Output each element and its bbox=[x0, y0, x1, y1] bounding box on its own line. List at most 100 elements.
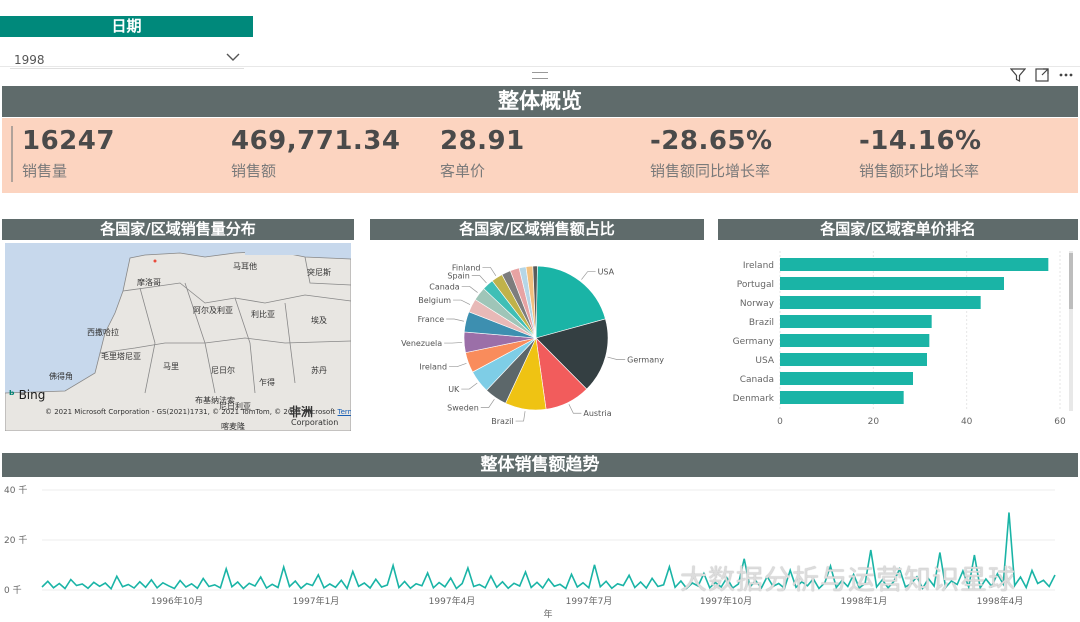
map-region-label: 埃及 bbox=[311, 316, 327, 325]
map-region-label: 喀麦隆 bbox=[221, 422, 245, 431]
pie-label: Canada bbox=[429, 282, 460, 291]
map-region-label: 佛得角 bbox=[49, 372, 73, 381]
pie-label: Germany bbox=[627, 356, 664, 365]
pie-leader-line bbox=[581, 271, 596, 280]
map-region-label: 阿尔及利亚 bbox=[193, 306, 233, 315]
bar-x-tick: 60 bbox=[1054, 417, 1066, 427]
map-attribution: © 2021 Microsoft Corporation - GS(2021)1… bbox=[45, 408, 351, 416]
bar-x-tick: 20 bbox=[868, 417, 880, 427]
bing-logo-text: Bing bbox=[18, 388, 46, 402]
kpi-label: 销售量 bbox=[22, 162, 68, 180]
pie-slice bbox=[535, 318, 609, 390]
trend-panel-title: 整体销售额趋势 bbox=[2, 453, 1078, 477]
date-slicer-title: 日期 bbox=[0, 16, 253, 37]
bar-category-label: Brazil bbox=[749, 318, 774, 328]
bar-category-label: Norway bbox=[740, 299, 775, 309]
bar-category-label: USA bbox=[755, 356, 774, 366]
bar-category-label: Germany bbox=[733, 337, 775, 347]
drag-grip-icon[interactable] bbox=[532, 72, 548, 79]
kpi-label: 销售额 bbox=[231, 162, 277, 180]
more-options-icon[interactable] bbox=[1058, 67, 1076, 83]
map-region-label: 非洲 bbox=[289, 405, 314, 419]
kpi-yoy-growth: -28.65% 销售额同比增长率 bbox=[650, 126, 773, 181]
pie-leader-line bbox=[471, 275, 487, 284]
map-region-label: 布基纳法索 bbox=[195, 396, 235, 405]
pie-label: USA bbox=[598, 268, 615, 277]
pie-leader-line bbox=[515, 411, 526, 422]
map-region-label: 利比亚 bbox=[251, 310, 275, 319]
bar bbox=[780, 334, 930, 347]
pie-label: Belgium bbox=[418, 296, 451, 305]
bar-category-label: Portugal bbox=[737, 280, 774, 290]
map-region-label: 尼日利亚 bbox=[219, 402, 251, 411]
kpi-sales-volume: 16247 销售量 bbox=[22, 126, 115, 181]
bar-panel-title: 各国家/区域客单价排名 bbox=[718, 219, 1078, 240]
kpi-band: 16247 销售量 469,771.34 销售额 28.91 客单价 -28.6… bbox=[2, 118, 1078, 193]
trend-series-line bbox=[41, 512, 1056, 591]
pie-label: Ireland bbox=[419, 363, 447, 372]
attribution-text: © 2021 Microsoft Corporation - GS(2021)1… bbox=[45, 408, 336, 416]
pie-leader-line bbox=[482, 267, 497, 277]
filter-icon[interactable] bbox=[1009, 67, 1028, 83]
map-region-label: 马耳他 bbox=[233, 262, 257, 271]
pie-leader-line bbox=[480, 399, 495, 408]
map-region-label: 马里 bbox=[163, 362, 179, 371]
chevron-down-icon bbox=[226, 51, 240, 65]
map-panel-title: 各国家/区域销售量分布 bbox=[2, 219, 354, 240]
date-slicer-dropdown[interactable]: 1998 bbox=[10, 46, 244, 69]
pie-label: UK bbox=[448, 385, 460, 394]
bar-category-label: Ireland bbox=[743, 261, 774, 271]
pie-label: Austria bbox=[583, 409, 611, 418]
pie-label: Venezuela bbox=[401, 339, 442, 348]
scrollbar-thumb[interactable] bbox=[1069, 253, 1073, 309]
trend-y-tick: 40 千 bbox=[4, 485, 27, 496]
overview-title: 整体概览 bbox=[2, 86, 1078, 117]
sales-share-pie-chart: USA Germany Austria Brazil Sweden UK Ireland Ve… bbox=[401, 263, 664, 426]
bar bbox=[780, 353, 927, 366]
pie-slice bbox=[535, 265, 606, 339]
kpi-value: -14.16% bbox=[859, 126, 982, 156]
pie-panel-title: 各国家/区域销售额占比 bbox=[370, 219, 704, 240]
pie-slice bbox=[532, 265, 538, 339]
map-region-label: Corporation bbox=[291, 418, 339, 427]
trend-x-tick: 1997年1月 bbox=[293, 595, 340, 607]
trend-x-tick: 1997年7月 bbox=[566, 595, 613, 607]
kpi-mom-growth: -14.16% 销售额环比增长率 bbox=[859, 126, 982, 181]
map-region-label: 尼日尔 bbox=[211, 366, 235, 375]
terms-link[interactable]: Terms bbox=[337, 408, 351, 416]
pie-leader-line bbox=[449, 362, 467, 368]
trend-x-tick: 1997年4月 bbox=[429, 595, 476, 607]
bar bbox=[780, 258, 1049, 271]
bar-x-tick: 0 bbox=[777, 417, 783, 427]
visual-options bbox=[1004, 67, 1076, 83]
kpi-value: -28.65% bbox=[650, 126, 773, 156]
pie-leader-line bbox=[444, 342, 463, 344]
kpi-label: 客单价 bbox=[440, 162, 486, 180]
bar-x-tick: 40 bbox=[961, 417, 973, 427]
bar-category-label: Denmark bbox=[733, 394, 775, 404]
pie-label: Finland bbox=[452, 263, 481, 272]
focus-mode-icon[interactable] bbox=[1034, 67, 1052, 83]
sales-volume-map[interactable]: ᵇ Bing © 2021 Microsoft Corporation - GS… bbox=[5, 243, 351, 431]
trend-y-tick: 20 千 bbox=[4, 535, 27, 546]
pie-leader-line bbox=[568, 404, 582, 414]
map-region-label: 摩洛哥 bbox=[137, 278, 161, 287]
map-region-label: 突尼斯 bbox=[307, 268, 331, 277]
map-region-label: 苏丹 bbox=[311, 366, 327, 375]
kpi-label: 销售额同比增长率 bbox=[650, 162, 771, 180]
map-canvas bbox=[5, 243, 351, 431]
trend-x-tick: 1996年10月 bbox=[151, 595, 203, 607]
pie-label: Spain bbox=[447, 272, 469, 281]
map-region-label: 乍得 bbox=[259, 378, 275, 387]
scrollbar-track[interactable] bbox=[1069, 251, 1073, 411]
pie-label: Brazil bbox=[491, 417, 513, 426]
kpi-label: 销售额环比增长率 bbox=[859, 162, 980, 180]
kpi-divider bbox=[11, 126, 13, 182]
pie-leader-line bbox=[461, 286, 478, 293]
pie-leader-line bbox=[461, 382, 478, 390]
bar bbox=[780, 277, 1004, 290]
pie-leader-line bbox=[453, 299, 471, 305]
visual-header-bar bbox=[0, 66, 1080, 85]
kpi-value: 28.91 bbox=[440, 126, 525, 156]
pie-label: Sweden bbox=[447, 403, 479, 412]
